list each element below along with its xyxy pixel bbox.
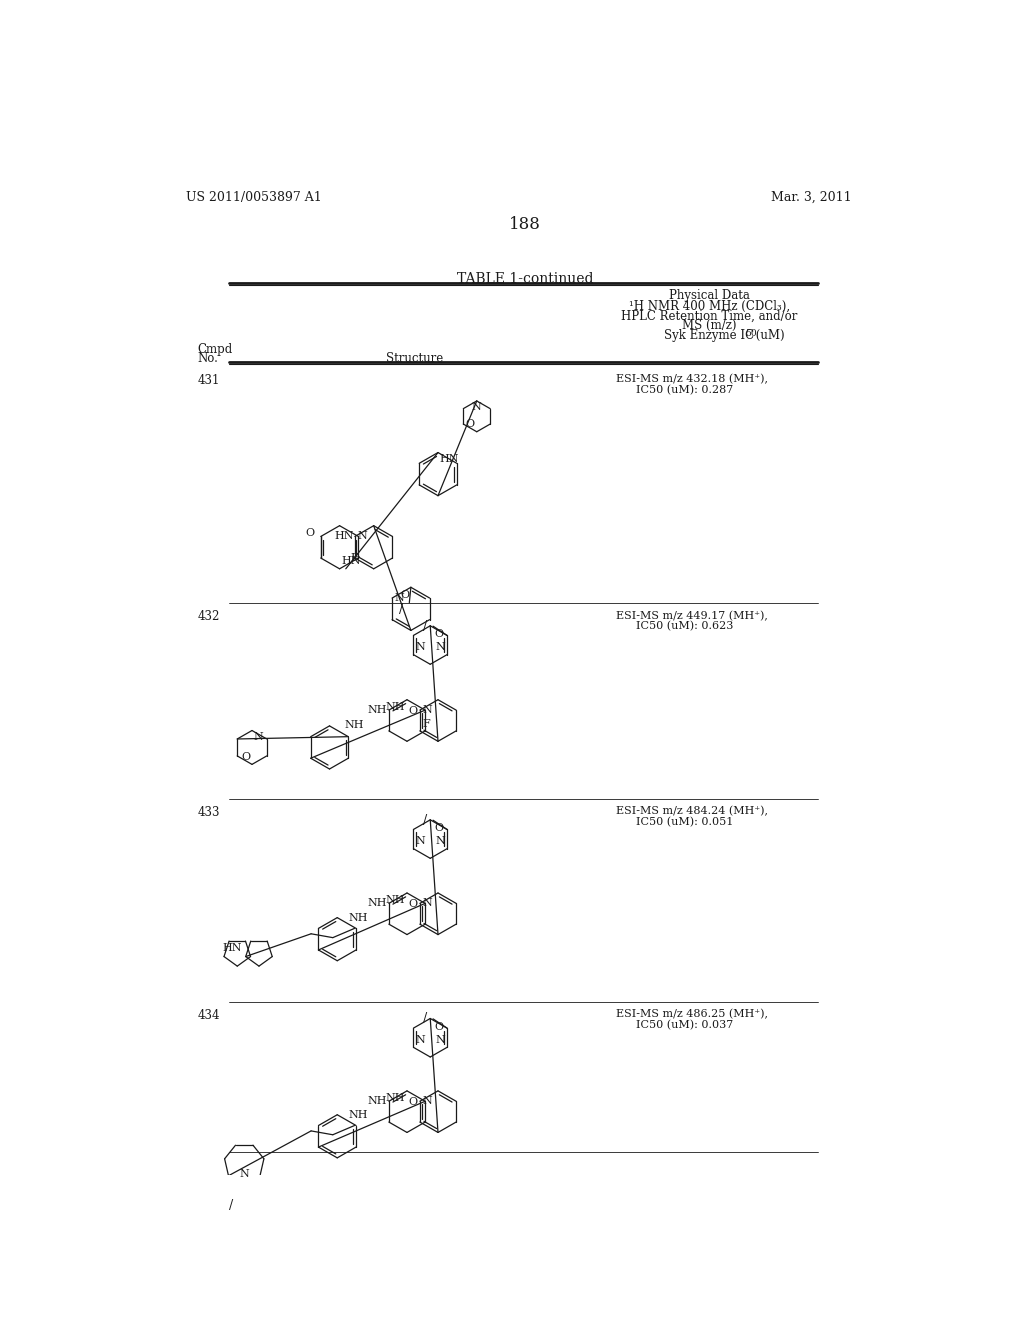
Text: NH: NH xyxy=(348,1110,368,1121)
Text: /: / xyxy=(423,619,428,632)
Text: HN: HN xyxy=(334,532,353,541)
Text: ESI-MS m/z 484.24 (MH⁺),: ESI-MS m/z 484.24 (MH⁺), xyxy=(616,807,768,816)
Text: ESI-MS m/z 486.25 (MH⁺),: ESI-MS m/z 486.25 (MH⁺), xyxy=(616,1010,768,1019)
Text: O: O xyxy=(409,1097,418,1107)
Text: N: N xyxy=(240,1170,249,1180)
Text: NH: NH xyxy=(367,1097,386,1106)
Text: N: N xyxy=(415,837,425,846)
Text: HN: HN xyxy=(222,944,242,953)
Text: NH: NH xyxy=(344,721,365,730)
Text: N: N xyxy=(422,899,432,908)
Text: 50: 50 xyxy=(744,330,757,338)
Text: N: N xyxy=(394,593,404,603)
Text: TABLE 1-continued: TABLE 1-continued xyxy=(457,272,593,286)
Text: US 2011/0053897 A1: US 2011/0053897 A1 xyxy=(186,190,322,203)
Text: ESI-MS m/z 432.18 (MH⁺),: ESI-MS m/z 432.18 (MH⁺), xyxy=(616,374,768,384)
Text: O: O xyxy=(409,706,418,715)
Text: 433: 433 xyxy=(198,807,220,818)
Text: /: / xyxy=(229,1199,233,1212)
Text: N: N xyxy=(472,403,481,412)
Text: NH: NH xyxy=(386,895,406,906)
Text: 188: 188 xyxy=(509,216,541,234)
Text: Mar. 3, 2011: Mar. 3, 2011 xyxy=(771,190,852,203)
Text: ESI-MS m/z 449.17 (MH⁺),: ESI-MS m/z 449.17 (MH⁺), xyxy=(616,610,768,620)
Text: O: O xyxy=(400,590,410,599)
Text: 434: 434 xyxy=(198,1010,220,1022)
Text: N: N xyxy=(357,532,367,541)
Text: HN: HN xyxy=(341,556,360,566)
Text: HPLC Retention Time, and/or: HPLC Retention Time, and/or xyxy=(622,309,798,322)
Text: Syk Enzyme IC: Syk Enzyme IC xyxy=(665,330,755,342)
Text: MS (m/z): MS (m/z) xyxy=(682,319,736,333)
Text: Cmpd: Cmpd xyxy=(198,343,233,356)
Text: 431: 431 xyxy=(198,374,220,387)
Text: HN: HN xyxy=(439,454,459,465)
Text: IC50 (uM): 0.623: IC50 (uM): 0.623 xyxy=(636,622,733,631)
Text: O: O xyxy=(434,1022,443,1031)
Text: O: O xyxy=(242,752,251,762)
Text: O: O xyxy=(434,628,443,639)
Text: O: O xyxy=(465,418,474,429)
Text: 432: 432 xyxy=(198,610,220,623)
Text: N: N xyxy=(436,643,445,652)
Text: F: F xyxy=(350,553,358,564)
Text: ¹H NMR 400 MHz (CDCl₃),: ¹H NMR 400 MHz (CDCl₃), xyxy=(629,300,790,313)
Text: (uM): (uM) xyxy=(752,330,784,342)
Text: NH: NH xyxy=(386,1093,406,1104)
Text: IC50 (uM): 0.051: IC50 (uM): 0.051 xyxy=(636,817,733,828)
Text: NH: NH xyxy=(367,705,386,715)
Text: O: O xyxy=(409,899,418,909)
Text: /: / xyxy=(423,1012,428,1026)
Text: N: N xyxy=(436,1035,445,1045)
Text: N: N xyxy=(254,733,263,742)
Text: NH: NH xyxy=(386,702,406,711)
Text: Structure: Structure xyxy=(386,352,443,366)
Text: NH: NH xyxy=(367,899,386,908)
Text: F: F xyxy=(422,718,430,729)
Text: O: O xyxy=(305,528,314,539)
Text: /: / xyxy=(399,603,403,615)
Text: N: N xyxy=(422,1097,432,1106)
Text: Physical Data: Physical Data xyxy=(669,289,750,302)
Text: N: N xyxy=(415,1035,425,1045)
Text: N: N xyxy=(422,705,432,715)
Text: IC50 (uM): 0.287: IC50 (uM): 0.287 xyxy=(636,385,733,395)
Text: O: O xyxy=(434,822,443,833)
Text: /: / xyxy=(423,813,428,826)
Text: IC50 (uM): 0.037: IC50 (uM): 0.037 xyxy=(636,1020,733,1031)
Text: No.: No. xyxy=(198,352,219,366)
Text: NH: NH xyxy=(348,913,368,923)
Text: N: N xyxy=(436,837,445,846)
Text: N: N xyxy=(415,643,425,652)
